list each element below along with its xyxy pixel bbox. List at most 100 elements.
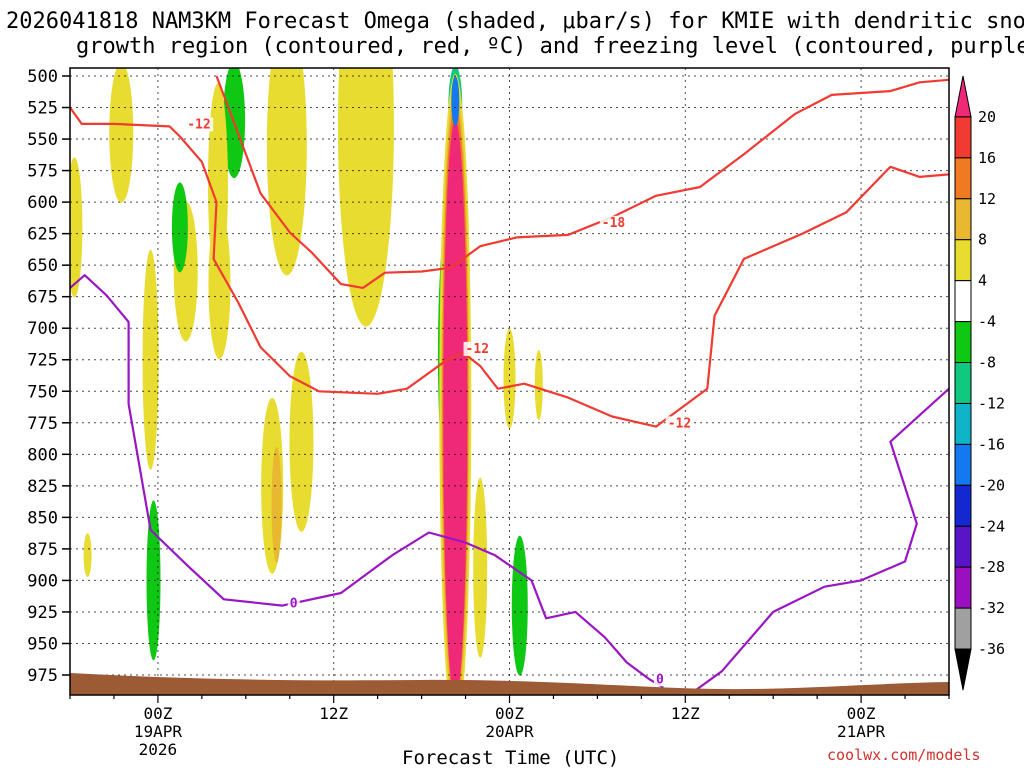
colorbar-segment xyxy=(954,198,972,241)
title-line-2: growth region (contoured, red, ºC) and f… xyxy=(76,34,1024,59)
y-tick-label: 650 xyxy=(27,256,58,276)
omega-cell xyxy=(171,182,188,273)
contour-label: 0 xyxy=(290,597,298,612)
colorbar-label: 20 xyxy=(978,108,996,126)
plot-area xyxy=(69,67,950,696)
colorbar-label: -24 xyxy=(978,517,1005,535)
y-tick-label: 575 xyxy=(27,162,58,182)
y-axis: 500 525 550 575 600 625 650 675 700 725 750 775 800 8… xyxy=(27,67,70,686)
y-tick-label: 550 xyxy=(27,130,58,150)
omega-cell xyxy=(207,83,228,284)
contour-label-bg xyxy=(599,215,628,230)
y-tick-label: 825 xyxy=(27,477,58,497)
colorbar-label: -32 xyxy=(978,599,1005,617)
y-tick-label: 600 xyxy=(27,193,58,213)
omega-cell xyxy=(451,76,460,127)
x-tick-label: 12Z xyxy=(671,704,700,723)
colorbar-segment xyxy=(954,566,972,609)
colorbar-label: -20 xyxy=(978,476,1005,494)
contour-label-bg xyxy=(654,672,666,687)
omega-cell xyxy=(289,351,314,532)
x-tick-label: 00Z xyxy=(847,704,876,723)
y-tick-label: 725 xyxy=(27,351,58,371)
y-tick-label: 875 xyxy=(27,540,58,560)
x-tick-label: 12Z xyxy=(319,704,348,723)
colorbar-label: -8 xyxy=(978,354,996,372)
contour-label: -18 xyxy=(602,216,626,231)
contour-label: -12 xyxy=(466,342,489,357)
y-tick-label: 675 xyxy=(27,288,58,308)
colorbar-segment xyxy=(954,157,972,200)
contour-label-bg xyxy=(463,341,492,356)
x-tick-label: 00Z xyxy=(143,704,172,723)
colorbar-label: 16 xyxy=(978,149,996,167)
omega-shading xyxy=(70,68,543,695)
omega-cell xyxy=(142,249,159,470)
y-tick-label: 850 xyxy=(27,508,58,528)
contour-label-bg xyxy=(665,416,694,431)
colorbar-label: 4 xyxy=(978,272,987,290)
omega-cell xyxy=(271,446,282,563)
y-tick-label: 975 xyxy=(27,666,58,686)
ground-terrain xyxy=(70,673,949,695)
dgz-minus12-contour xyxy=(70,106,949,428)
freezing-level-contour-2 xyxy=(693,387,949,693)
colorbar-bottom-triangle xyxy=(954,648,972,691)
contour-label-bg xyxy=(185,117,214,132)
contour-labels: -12 -18 -12 -12 0 0 xyxy=(185,117,694,687)
colorbar-label: -28 xyxy=(978,558,1005,576)
freezing-level-contour xyxy=(70,274,664,689)
colorbar-segment xyxy=(954,607,972,650)
contour-label: 0 xyxy=(656,672,664,687)
colorbar-segment xyxy=(954,484,972,527)
y-tick-label: 700 xyxy=(27,319,58,339)
colorbar-segment xyxy=(954,321,972,364)
title-line-1: 2026041818 NAM3KM Forecast Omega (shaded… xyxy=(6,9,1024,34)
x-tick-label: 00Z xyxy=(495,704,524,723)
dgz-minus18-contour xyxy=(215,75,949,289)
y-tick-label: 625 xyxy=(27,225,58,245)
colorbar: 20 16 12 8 4 -4 -8 -12 -16 -20 -24 -28 -32 -36 xyxy=(954,75,1005,691)
colorbar-segment xyxy=(954,116,972,159)
colorbar-label: 8 xyxy=(978,231,987,249)
x-axis-title: Forecast Time (UTC) xyxy=(402,747,619,768)
y-tick-label: 525 xyxy=(27,99,58,119)
omega-cell xyxy=(70,157,83,298)
grid xyxy=(70,68,949,695)
omega-cell xyxy=(443,120,468,695)
omega-cell xyxy=(337,68,394,327)
contour-label: -12 xyxy=(187,117,210,132)
x-tick-date: 19APR xyxy=(134,722,183,741)
colorbar-segment xyxy=(954,280,972,323)
colorbar-segment xyxy=(954,239,972,282)
colorbar-label: -36 xyxy=(978,640,1005,658)
colorbar-segment xyxy=(954,362,972,404)
y-tick-label: 750 xyxy=(27,382,58,402)
colorbar-segment xyxy=(954,402,972,445)
omega-cell xyxy=(109,68,134,203)
y-tick-label: 775 xyxy=(27,414,58,434)
x-tick-date: 21APR xyxy=(837,722,886,741)
omega-cell xyxy=(473,477,488,658)
y-tick-label: 900 xyxy=(27,571,58,591)
colorbar-label: -12 xyxy=(978,394,1005,412)
colorbar-label: -4 xyxy=(978,313,996,331)
colorbar-segment xyxy=(954,443,972,486)
omega-cell xyxy=(83,533,92,578)
y-tick-label: 500 xyxy=(27,67,58,87)
contours xyxy=(70,75,949,693)
omega-cell xyxy=(146,500,161,661)
colorbar-top-triangle xyxy=(954,75,972,118)
omega-cell xyxy=(511,535,528,676)
colorbar-label: -16 xyxy=(978,435,1005,453)
omega-cell xyxy=(503,328,516,429)
x-tick-year: 2026 xyxy=(139,740,178,759)
colorbar-segment xyxy=(954,525,972,568)
contour-label: -12 xyxy=(668,416,691,431)
omega-cell xyxy=(534,349,543,420)
y-tick-label: 950 xyxy=(27,634,58,654)
colorbar-label: 12 xyxy=(978,190,996,208)
y-tick-label: 800 xyxy=(27,445,58,465)
